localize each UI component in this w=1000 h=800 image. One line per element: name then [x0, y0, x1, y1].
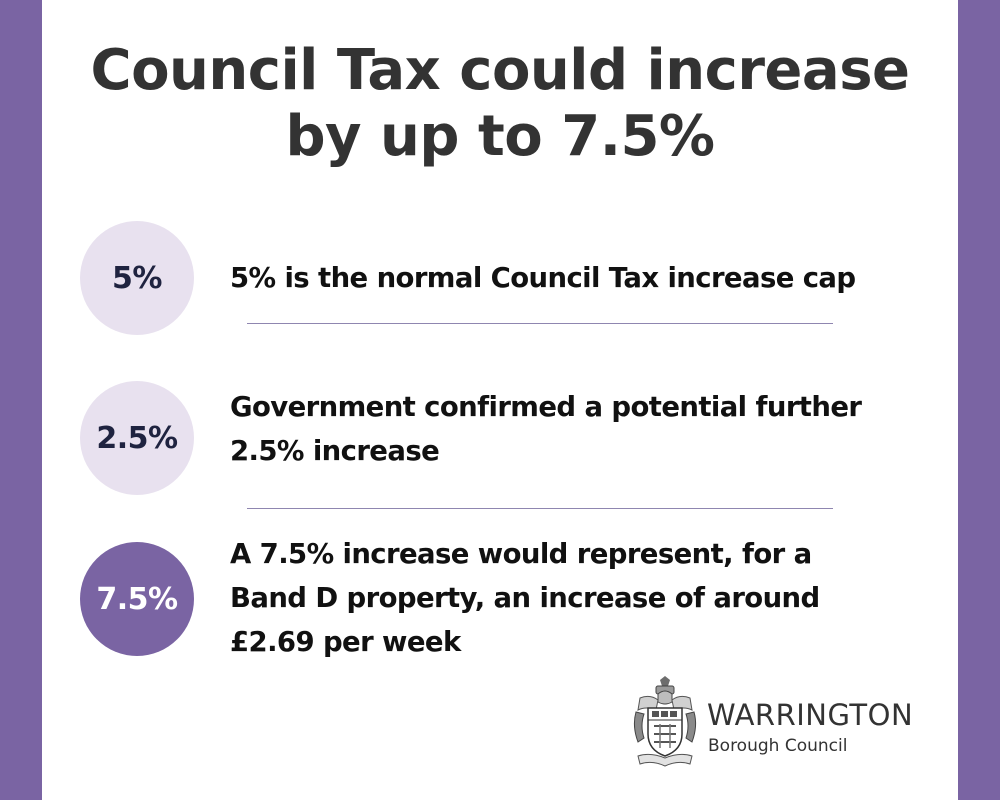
badge-2-5-percent: 2.5% [80, 381, 194, 495]
info-row-further-increase: 2.5% Government confirmed a potential fu… [80, 381, 880, 495]
row-text-line: 5% is the normal Council Tax increase ca… [230, 262, 856, 294]
info-row-cap: 5% 5% is the normal Council Tax increase… [80, 221, 880, 335]
right-side-bar [958, 0, 1000, 800]
left-side-bar [0, 0, 42, 800]
row-text-line: £2.69 per week [230, 626, 461, 658]
row-text-cap: 5% is the normal Council Tax increase ca… [230, 256, 900, 300]
council-logo: WARRINGTON Borough Council [630, 676, 930, 770]
title-line-1: Council Tax could increase [90, 38, 910, 103]
info-row-band-d: 7.5% A 7.5% increase would represent, fo… [80, 538, 880, 658]
divider [247, 508, 833, 509]
row-text-line: Band D property, an increase of around [230, 582, 820, 614]
badge-7-5-percent: 7.5% [80, 542, 194, 656]
row-text-further-increase: Government confirmed a potential further… [230, 385, 900, 473]
coat-of-arms-icon [633, 676, 697, 767]
row-text-line: 2.5% increase [230, 435, 440, 467]
logo-subtitle: Borough Council [708, 736, 848, 756]
row-text-band-d: A 7.5% increase would represent, for a B… [230, 532, 900, 664]
badge-5-percent: 5% [80, 221, 194, 335]
row-text-line: A 7.5% increase would represent, for a [230, 538, 812, 570]
row-text-line: Government confirmed a potential further [230, 391, 862, 423]
title-line-2: by up to 7.5% [285, 104, 715, 169]
logo-name: WARRINGTON [707, 698, 914, 732]
divider [247, 323, 833, 324]
page-title: Council Tax could increase by up to 7.5% [42, 38, 958, 170]
